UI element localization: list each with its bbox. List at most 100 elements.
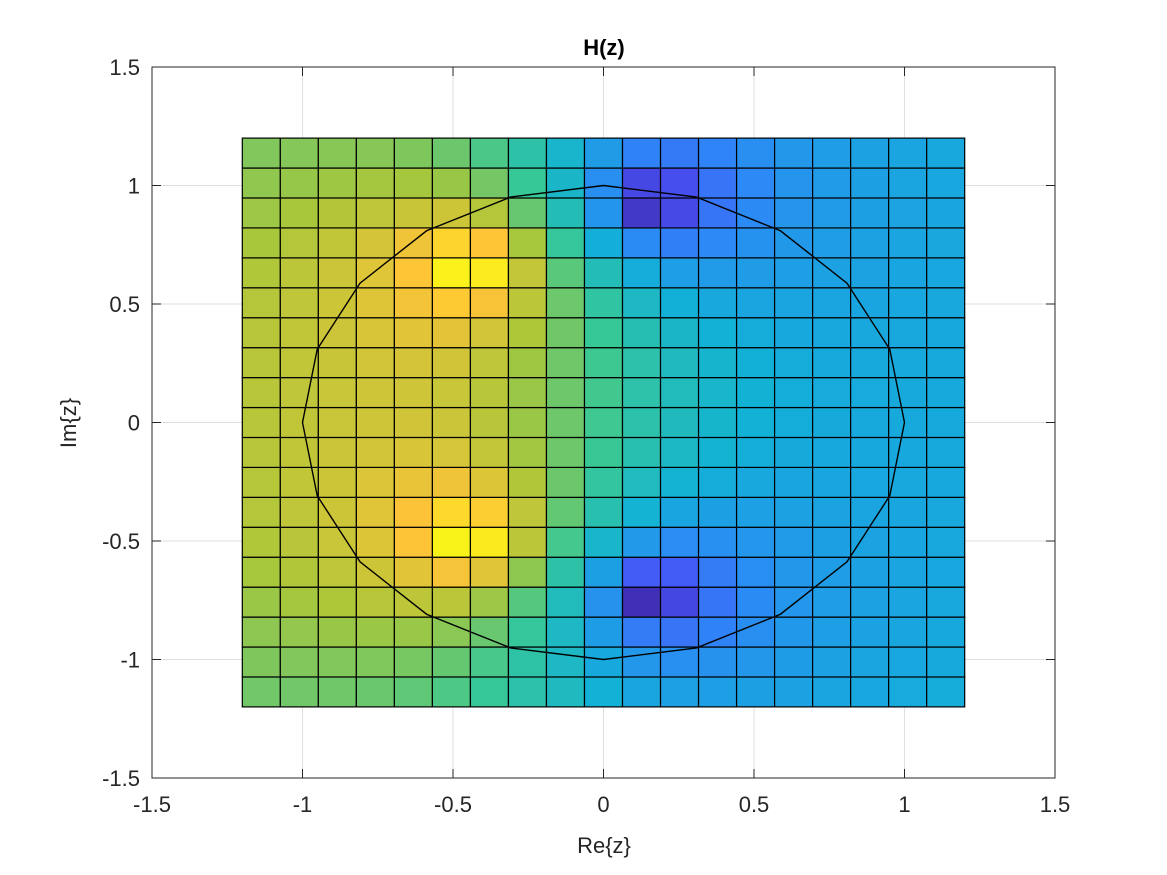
- surface-cell: [507, 317, 548, 349]
- surface-cell: [888, 556, 928, 588]
- surface-cell: [583, 257, 624, 289]
- surface-cell: [469, 167, 510, 199]
- surface-cell: [393, 586, 434, 618]
- surface-cell: [393, 436, 434, 469]
- surface-cell: [735, 257, 776, 289]
- surface-cell: [773, 406, 814, 439]
- surface-cell: [621, 646, 662, 678]
- surface-cell: [355, 466, 395, 498]
- surface-cell: [469, 526, 510, 558]
- surface-cell: [317, 317, 357, 349]
- surface-cell: [279, 287, 319, 319]
- surface-cell: [469, 616, 510, 648]
- surface-cell: [355, 257, 395, 289]
- surface-cell: [469, 376, 510, 409]
- surface-cell: [697, 616, 738, 648]
- surface-cell: [812, 586, 852, 618]
- surface-cell: [545, 586, 586, 618]
- surface-cell: [241, 646, 281, 678]
- surface-cell: [317, 167, 357, 199]
- surface-cell: [850, 137, 890, 169]
- surface-cell: [812, 556, 852, 588]
- surface-cell: [888, 646, 928, 678]
- surface-cell: [317, 616, 357, 648]
- surface-cell: [735, 436, 776, 469]
- surface-cell: [697, 646, 738, 678]
- surface-cell: [888, 137, 928, 169]
- surface-cell: [812, 436, 852, 469]
- surface-cell: [583, 436, 624, 469]
- surface-cell: [583, 347, 624, 379]
- surface-cell: [735, 676, 776, 708]
- surface-cell: [317, 586, 357, 618]
- surface-cell: [850, 466, 890, 498]
- surface-cell: [697, 556, 738, 588]
- surface-cell: [659, 137, 700, 169]
- surface-cell: [507, 586, 548, 618]
- chart-title: H(z): [583, 35, 625, 60]
- surface-cell: [773, 676, 814, 708]
- surface-cell: [812, 406, 852, 439]
- surface-cell: [583, 287, 624, 319]
- surface-cell: [317, 376, 357, 409]
- surface-cell: [850, 287, 890, 319]
- surface-cell: [355, 556, 395, 588]
- surface-cell: [241, 466, 281, 498]
- surface-cell: [583, 376, 624, 409]
- surface-cell: [850, 167, 890, 199]
- surface-cell: [507, 556, 548, 588]
- surface-cell: [393, 466, 434, 498]
- surface-cell: [431, 317, 472, 349]
- surface-cell: [888, 586, 928, 618]
- surface-cell: [773, 317, 814, 349]
- surface-cell: [926, 257, 966, 289]
- surface-cell: [735, 556, 776, 588]
- surface-cell: [773, 167, 814, 199]
- surface-cell: [393, 556, 434, 588]
- surface-cell: [697, 376, 738, 409]
- surface-cell: [773, 616, 814, 648]
- surface-cell: [545, 526, 586, 558]
- surface-cell: [583, 616, 624, 648]
- surface-cell: [317, 197, 357, 229]
- surface-cell: [697, 257, 738, 289]
- surface-cell: [317, 526, 357, 558]
- surface-cell: [355, 646, 395, 678]
- surface-cell: [926, 616, 966, 648]
- surface-cell: [355, 197, 395, 229]
- surface-cell: [317, 137, 357, 169]
- surface-cell: [431, 556, 472, 588]
- surface-cell: [507, 436, 548, 469]
- surface-cell: [545, 376, 586, 409]
- y-axis-label: Im{z}: [56, 398, 81, 448]
- surface-cell: [393, 616, 434, 648]
- surface-cell: [926, 197, 966, 229]
- surface-cell: [355, 376, 395, 409]
- surface-cell: [888, 257, 928, 289]
- x-tick-label: -1: [293, 792, 313, 817]
- surface-cell: [279, 616, 319, 648]
- surface-cell: [507, 406, 548, 439]
- surface-cell: [659, 436, 700, 469]
- surface-cell: [431, 676, 472, 708]
- surface-cell: [393, 137, 434, 169]
- surface-cell: [583, 227, 624, 259]
- surface-cell: [735, 586, 776, 618]
- surface-cell: [507, 227, 548, 259]
- surface-cell: [393, 287, 434, 319]
- unit-circle: [301, 184, 906, 661]
- surface-cell: [431, 586, 472, 618]
- surface-cell: [469, 556, 510, 588]
- surface-cell: [469, 317, 510, 349]
- x-axis-label: Re{z}: [577, 833, 631, 858]
- surface-cell: [241, 197, 281, 229]
- surface-cell: [773, 586, 814, 618]
- surface-cell: [545, 227, 586, 259]
- surface-cell: [850, 586, 890, 618]
- surface-cell: [812, 287, 852, 319]
- surface-cell: [241, 167, 281, 199]
- surface-cell: [659, 676, 700, 708]
- surface-cell: [469, 287, 510, 319]
- surface-cell: [850, 676, 890, 708]
- surface-cell: [583, 556, 624, 588]
